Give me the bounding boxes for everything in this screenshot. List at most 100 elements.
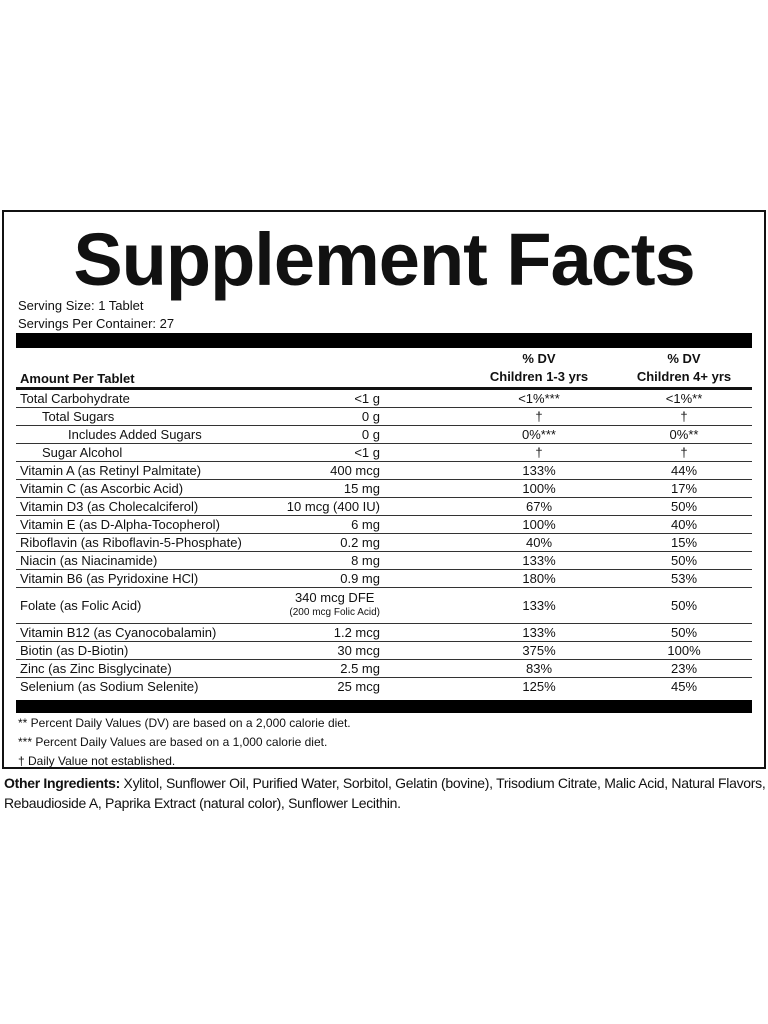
amount-text: 0.2 mg — [340, 535, 380, 550]
divider-bar — [16, 700, 752, 713]
dv-children-4: 53% — [670, 571, 698, 586]
serving-size: Serving Size: 1 Tablet — [18, 298, 144, 313]
dv-children-1-3: 375% — [522, 643, 556, 658]
other-ingredients-text: Xylitol, Sunflower Oil, Purified Water, … — [4, 775, 766, 811]
amount-text: 8 mg — [351, 553, 380, 568]
dv-children-4: 23% — [670, 661, 698, 676]
header-text: % DV — [522, 351, 556, 366]
nutrient-name: Vitamin D3 (as Cholecalciferol) — [20, 499, 199, 514]
footnote: ** Percent Daily Values (DV) are based o… — [18, 716, 351, 730]
dv-children-1-3: 133% — [522, 625, 556, 640]
dv-children-1-3: 40% — [525, 535, 553, 550]
amount-text: 340 mcg DFE — [294, 590, 375, 605]
table-row: Vitamin A (as Retinyl Palmitate) 400 mcg 1… — [16, 462, 752, 480]
nutrient-amount: <1 g — [354, 390, 380, 407]
dv-children-1-3: 100% — [522, 481, 556, 496]
table-row: Vitamin C (as Ascorbic Acid) 15 mg 100% 17% — [16, 480, 752, 498]
nutrient-amount: 0.9 mg — [340, 570, 380, 587]
dv-children-4: 50% — [670, 625, 698, 640]
table-row: Total Carbohydrate <1 g <1%*** <1%** — [16, 390, 752, 408]
nutrient-name: Vitamin C (as Ascorbic Acid) — [20, 481, 184, 496]
nutrient-name: Vitamin A (as Retinyl Palmitate) — [20, 463, 202, 478]
amount-text: 400 mcg — [330, 463, 380, 478]
nutrient-name: Vitamin B6 (as Pyridoxine HCl) — [20, 571, 199, 586]
nutrient-amount: 1.2 mcg — [334, 624, 380, 641]
nutrient-amount: 0 g — [362, 426, 380, 443]
amount-text: 0 g — [361, 427, 380, 442]
nutrient-amount: 25 mcg — [337, 678, 380, 695]
dv-children-1-3: † — [535, 445, 543, 460]
nutrient-name: Selenium (as Sodium Selenite) — [20, 679, 199, 694]
amount-text: <1 g — [354, 391, 380, 406]
nutrient-amount: 0.2 mg — [340, 534, 380, 551]
nutrient-name: Sugar Alcohol — [42, 445, 123, 460]
dv-children-1-3: 133% — [522, 463, 556, 478]
nutrient-name: Folate (as Folic Acid) — [20, 598, 142, 613]
dv-children-4: <1%** — [665, 391, 703, 406]
footnote: † Daily Value not established. — [18, 754, 176, 768]
nutrient-name: Includes Added Sugars — [68, 427, 202, 442]
other-ingredients-label: Other Ingredients: — [4, 775, 120, 791]
dv-children-1-3: 125% — [522, 679, 556, 694]
table-row: Biotin (as D-Biotin) 30 mcg 375% 100% — [16, 642, 752, 660]
header-text: Children 1-3 yrs — [489, 369, 589, 384]
dv-children-1-3: 83% — [525, 661, 553, 676]
table-row: Vitamin E (as D-Alpha-Tocopherol) 6 mg 100… — [16, 516, 752, 534]
dv-children-1-3: 67% — [525, 499, 553, 514]
amount-text: 0 g — [361, 409, 380, 424]
amount-text: 6 mg — [351, 517, 380, 532]
amount-text: 25 mcg — [337, 679, 380, 694]
panel-title: Supplement Facts — [73, 218, 695, 301]
dv-children-4: 17% — [670, 481, 698, 496]
amount-text: 2.5 mg — [340, 661, 380, 676]
dv-children-4: 50% — [670, 499, 698, 514]
dv-children-1-3: 100% — [522, 517, 556, 532]
amount-text: 15 mg — [343, 481, 380, 496]
nutrient-amount: 400 mcg — [330, 462, 380, 479]
supplement-facts-panel: Supplement Facts Serving Size: 1 Tablet … — [2, 210, 766, 769]
table-row: Total Sugars 0 g † † — [16, 408, 752, 426]
dv-children-4: 45% — [670, 679, 698, 694]
nutrient-amount: 2.5 mg — [340, 660, 380, 677]
other-ingredients: Other Ingredients: Xylitol, Sunflower Oi… — [4, 773, 768, 813]
nutrient-amount: 6 mg — [351, 516, 380, 533]
nutrient-amount: 15 mg — [344, 480, 380, 497]
dv-children-4: † — [680, 445, 688, 460]
amount-per-label: Amount Per Tablet — [20, 371, 135, 386]
amount-text: 1.2 mcg — [333, 625, 380, 640]
dv-children-4: † — [680, 409, 688, 424]
dv-children-4: 40% — [670, 517, 698, 532]
dv-children-4: 15% — [670, 535, 698, 550]
nutrient-name: Biotin (as D-Biotin) — [20, 643, 129, 658]
dv-children-4: 44% — [670, 463, 698, 478]
divider-bar — [16, 333, 752, 348]
amount-text: <1 g — [354, 445, 380, 460]
dv-children-1-3: 133% — [522, 553, 556, 568]
amount-subtext: (200 mcg Folic Acid) — [289, 607, 380, 618]
nutrient-name: Niacin (as Niacinamide) — [20, 553, 158, 568]
table-row: Vitamin B6 (as Pyridoxine HCl) 0.9 mg 180%… — [16, 570, 752, 588]
table-row: Selenium (as Sodium Selenite) 25 mcg 125% 4… — [16, 678, 752, 695]
dv-children-4: 50% — [670, 598, 698, 613]
dv-children-1-3: 180% — [522, 571, 556, 586]
table-row: Zinc (as Zinc Bisglycinate) 2.5 mg 83% 23% — [16, 660, 752, 678]
table-row: Vitamin B12 (as Cyanocobalamin) 1.2 mcg 13… — [16, 624, 752, 642]
nutrient-amount: 30 mcg — [337, 642, 380, 659]
nutrient-amount: 8 mg — [351, 552, 380, 569]
nutrient-name: Total Carbohydrate — [20, 391, 130, 406]
nutrient-name: Vitamin E (as D-Alpha-Tocopherol) — [20, 517, 220, 532]
footnotes: ** Percent Daily Values (DV) are based o… — [18, 714, 351, 771]
header-text: % DV — [667, 351, 701, 366]
table-row: Niacin (as Niacinamide) 8 mg 133% 50% — [16, 552, 752, 570]
dv-children-1-3-header: % DV Children 1-3 yrs — [464, 350, 614, 386]
dv-children-4: 50% — [670, 553, 698, 568]
nutrient-amount: 340 mcg DFE (200 mcg Folic Acid) — [289, 589, 380, 619]
dv-children-4-header: % DV Children 4+ yrs — [609, 350, 759, 386]
table-row: Sugar Alcohol <1 g † † — [16, 444, 752, 462]
amount-text: 10 mcg (400 IU) — [286, 499, 380, 514]
nutrient-name: Vitamin B12 (as Cyanocobalamin) — [20, 625, 217, 640]
table-header: Amount Per Tablet % DV Children 1-3 yrs %… — [16, 350, 752, 390]
table-row: Includes Added Sugars 0 g 0%*** 0%** — [16, 426, 752, 444]
amount-text: 0.9 mg — [340, 571, 380, 586]
dv-children-1-3: 133% — [522, 598, 556, 613]
